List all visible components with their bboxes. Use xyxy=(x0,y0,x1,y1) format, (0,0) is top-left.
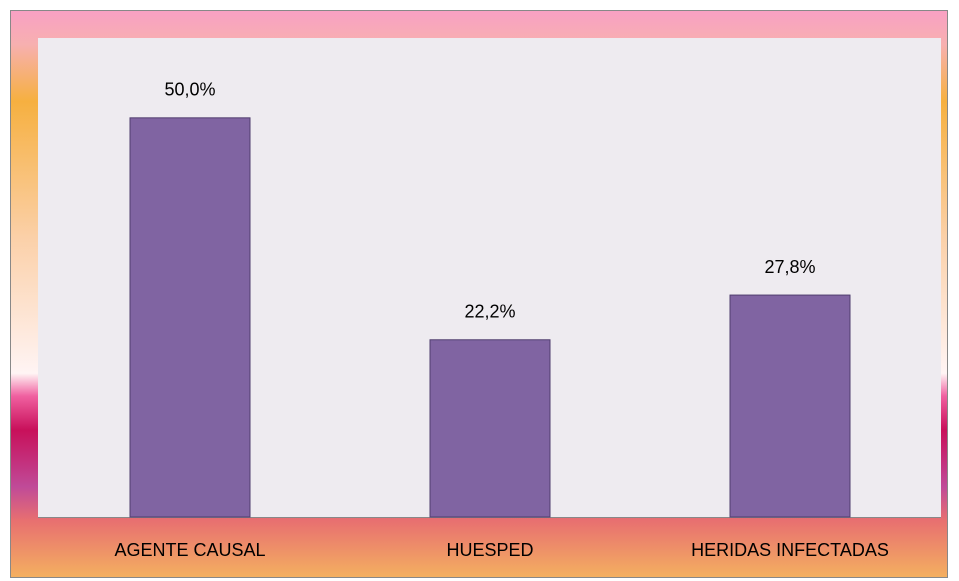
x-tick-label: AGENTE CAUSAL xyxy=(114,540,265,560)
x-tick-label: HUESPED xyxy=(446,540,533,560)
bar xyxy=(729,294,851,518)
x-tick-label: HERIDAS INFECTADAS xyxy=(691,540,889,560)
data-label: 27,8% xyxy=(764,257,815,277)
data-label: 22,2% xyxy=(464,302,515,322)
bar xyxy=(429,339,551,518)
data-label: 50,0% xyxy=(164,80,215,100)
bar xyxy=(129,117,251,518)
